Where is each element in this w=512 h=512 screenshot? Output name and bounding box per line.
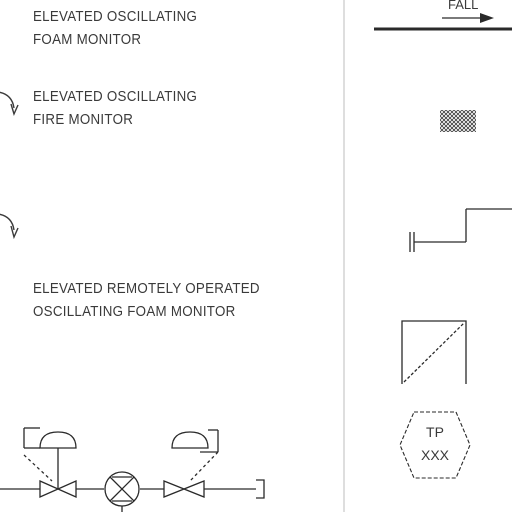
crosshatch-ground-icon — [440, 110, 476, 132]
fall-label: FALL — [448, 0, 479, 12]
fire-monitor-label-line2: FIRE MONITOR — [33, 112, 134, 128]
diagonal-box-icon — [401, 320, 467, 384]
remote-foam-monitor-oscillation-icon — [0, 213, 19, 240]
test-point-label-line2: XXX — [420, 447, 449, 463]
fall-arrow-icon — [374, 13, 512, 31]
foam-monitor-label-line1: ELEVATED OSCILLATING — [33, 9, 198, 25]
test-point-hexagon-icon — [399, 411, 471, 479]
pipe-end-cap-icon — [409, 208, 512, 252]
fire-monitor-label-line1: ELEVATED OSCILLATING — [33, 89, 198, 105]
remote-foam-monitor-label-line2: OSCILLATING FOAM MONITOR — [33, 304, 236, 320]
remote-foam-monitor-label-line1: ELEVATED REMOTELY OPERATED — [33, 281, 260, 297]
test-point-label-line1: TP — [426, 424, 444, 440]
fire-monitor-oscillation-icon — [0, 91, 19, 117]
foam-monitor-label-line2: FOAM MONITOR — [33, 32, 142, 48]
remote-valve-assembly-icon — [0, 427, 265, 512]
